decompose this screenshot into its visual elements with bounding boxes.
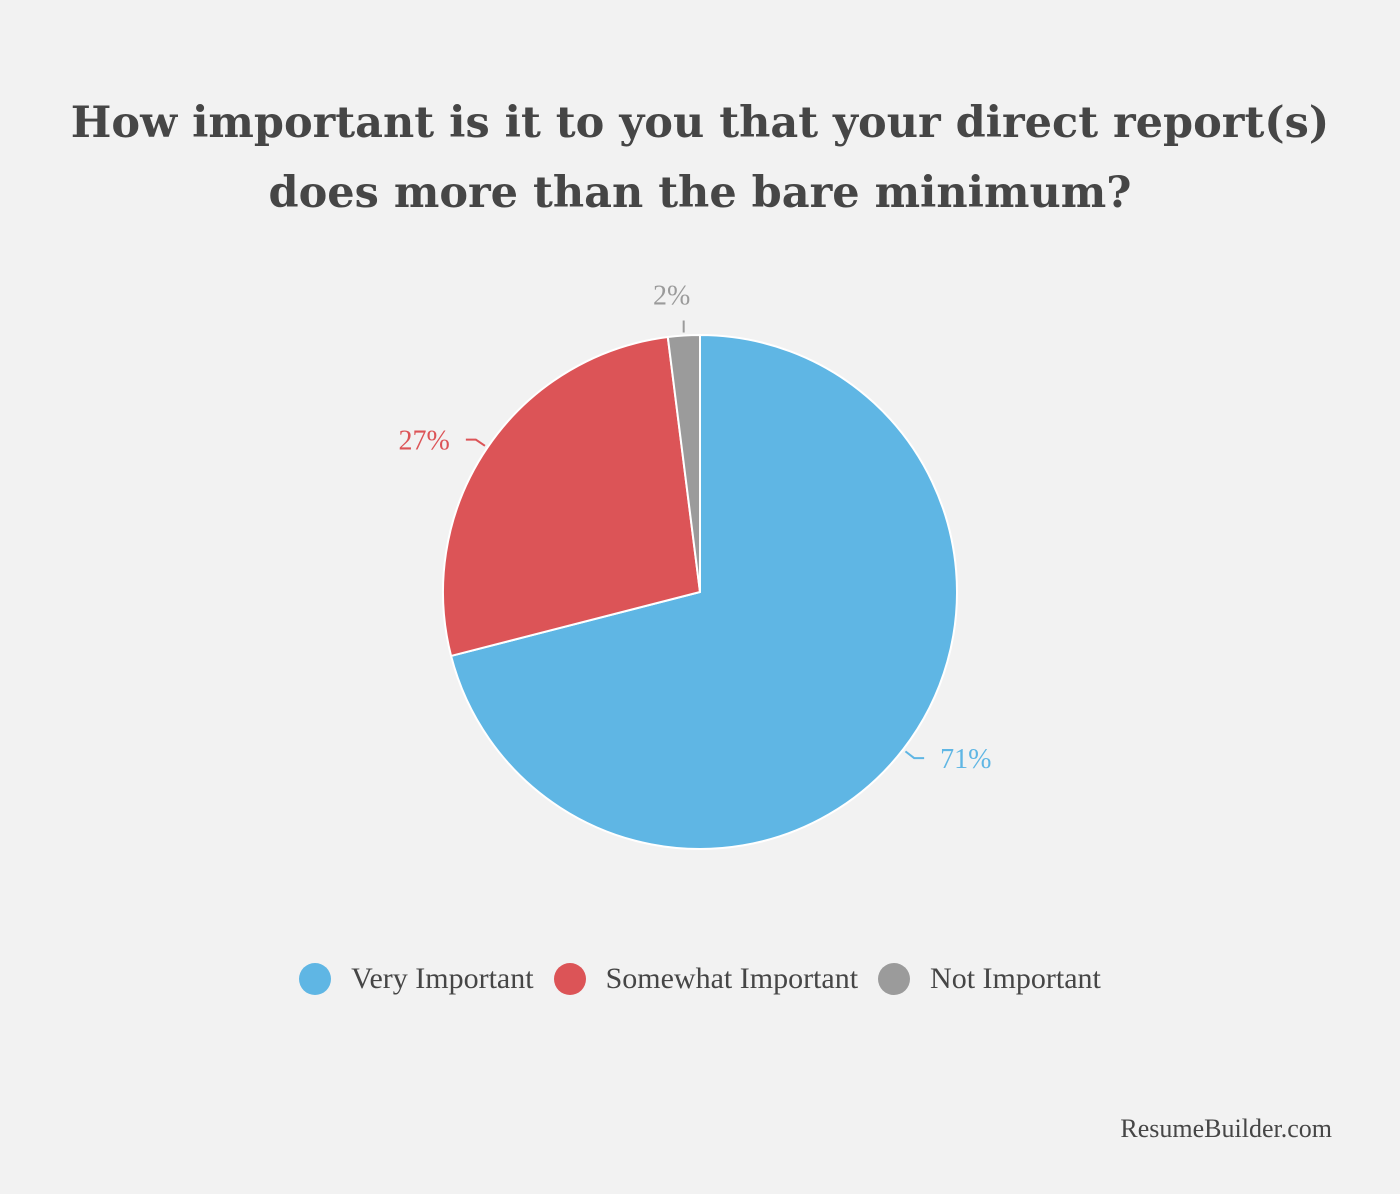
legend-label: Very Important xyxy=(351,962,534,995)
source-credit: ResumeBuilder.com xyxy=(1120,1114,1332,1143)
legend-swatch-very-important xyxy=(299,963,332,995)
pie-label-connectors xyxy=(465,320,925,760)
data-label-very-important: 71% xyxy=(940,744,991,775)
chart-legend: Very Important Somewhat Important Not Im… xyxy=(0,962,1400,996)
pie-slice-somewhat-important[interactable] xyxy=(442,336,701,657)
label-connector-very-important xyxy=(904,750,925,760)
legend-swatch-somewhat-important xyxy=(553,963,586,995)
legend-label: Not Important xyxy=(930,962,1101,995)
pie-slice-very-important[interactable] xyxy=(450,334,958,850)
pie-slice-not-important[interactable] xyxy=(666,334,701,593)
data-label-somewhat-important: 27% xyxy=(399,426,450,457)
data-label-not-important: 2% xyxy=(653,281,690,312)
legend-item-not-important[interactable]: Not Important xyxy=(878,962,1101,996)
legend-item-very-important[interactable]: Very Important xyxy=(299,962,534,996)
label-connector-somewhat-important xyxy=(465,438,486,447)
legend-item-somewhat-important[interactable]: Somewhat Important xyxy=(553,962,859,996)
legend-swatch-not-important xyxy=(878,963,911,995)
pie-data-labels: 71% 27% 2% xyxy=(399,281,992,776)
chart-title: How important is it to you that your dir… xyxy=(70,98,1330,218)
pie-slices xyxy=(442,334,958,850)
legend-label: Somewhat Important xyxy=(605,962,859,995)
